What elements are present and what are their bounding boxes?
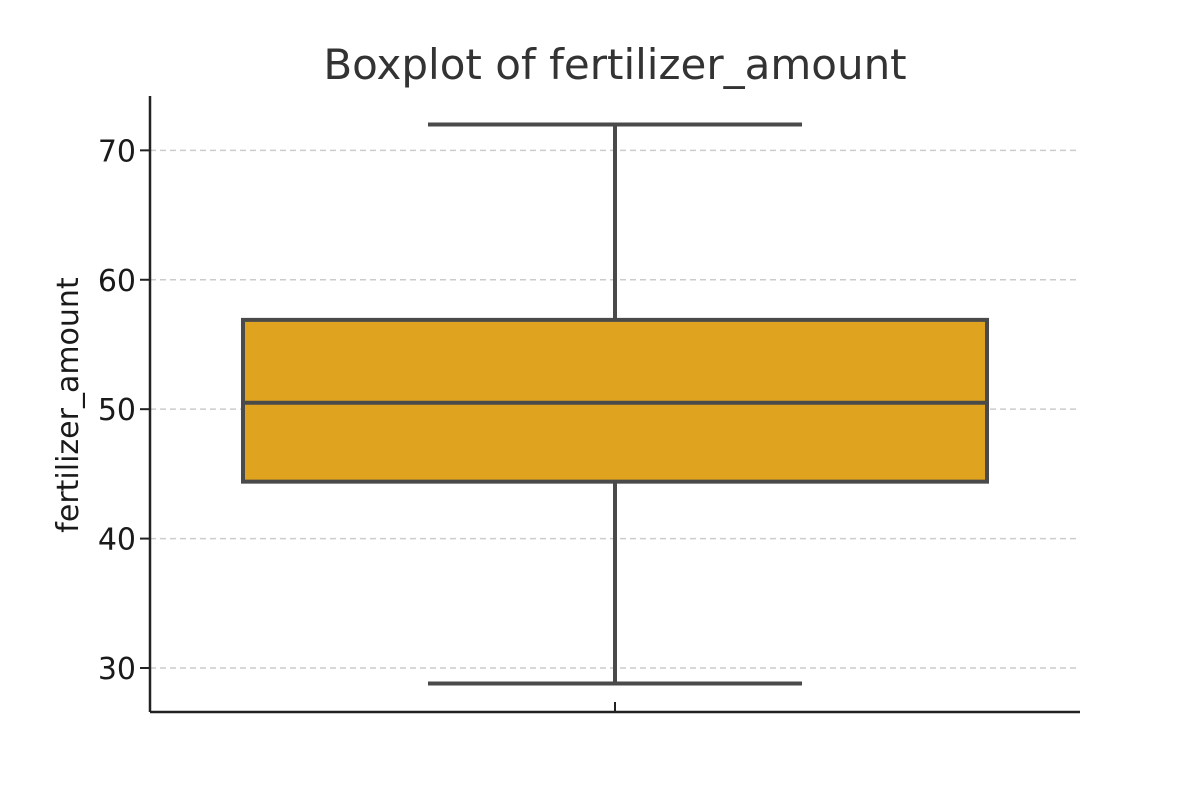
y-tick-label-70: 70 — [98, 134, 136, 169]
y-tick-label-50: 50 — [98, 393, 136, 428]
y-tick-label-60: 60 — [98, 264, 136, 299]
box-group — [241, 122, 989, 686]
y-tick-label-30: 30 — [98, 652, 136, 687]
chart-title: Boxplot of fertilizer_amount — [323, 40, 906, 89]
y-axis-label: fertilizer_amount — [51, 277, 86, 533]
y-axis-ticks: 30 40 50 60 70 — [98, 134, 150, 687]
y-tick-label-40: 40 — [98, 523, 136, 558]
